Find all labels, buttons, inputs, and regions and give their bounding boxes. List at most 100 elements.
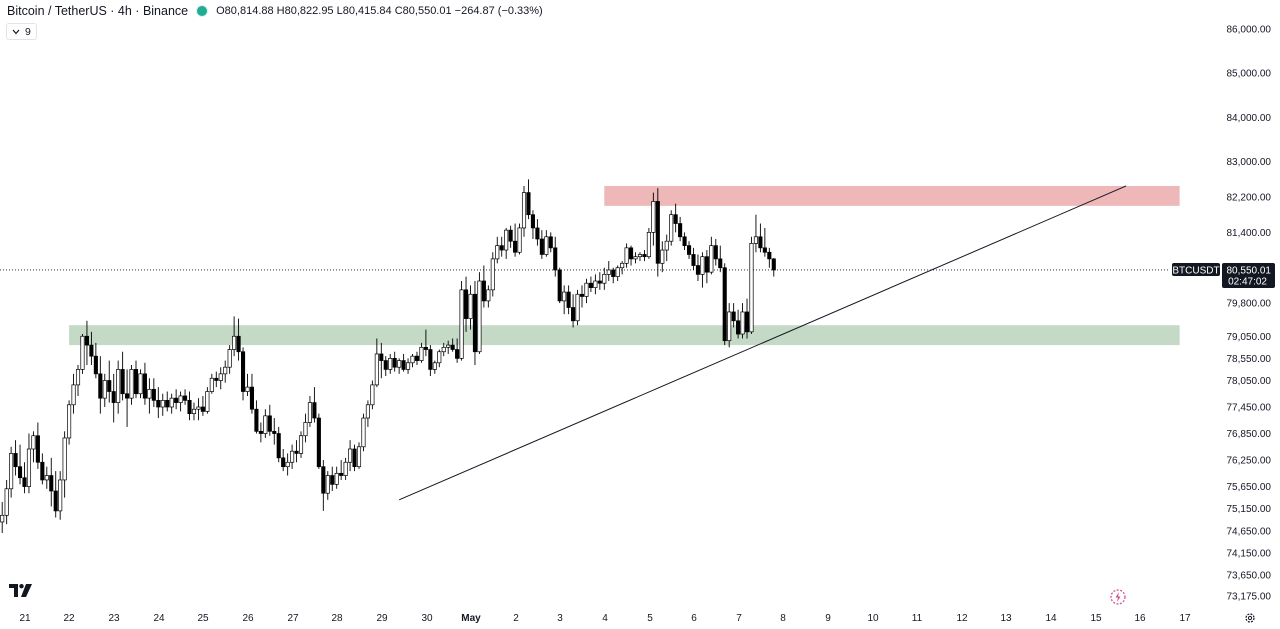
candle — [356, 442, 362, 469]
time-tick-label: 30 — [421, 613, 433, 624]
candle — [107, 360, 112, 403]
candle — [263, 409, 268, 438]
candle — [53, 471, 58, 518]
candle — [321, 460, 326, 511]
candle-body — [758, 236, 763, 249]
zones-layer — [69, 185, 1180, 346]
candle — [401, 353, 406, 372]
candle — [637, 252, 643, 262]
candle-body — [116, 369, 121, 403]
candle — [290, 444, 295, 469]
candle-body — [17, 466, 23, 479]
candle — [374, 338, 379, 388]
time-axis[interactable]: 21 22 23 24 25 26 27 28 29 30 May 2 3 4 5 6 7 8 9 10 11 12 13 1… — [19, 613, 1191, 624]
candle-body — [129, 369, 134, 399]
candle — [410, 353, 415, 368]
candle — [240, 347, 246, 401]
support-zone — [69, 325, 1180, 346]
symbol-title[interactable]: Bitcoin / TetherUS · 4h · Binance — [7, 4, 189, 18]
tradingview-logo-icon[interactable] — [9, 584, 33, 602]
lightning-icon[interactable] — [1110, 589, 1126, 610]
indicators-toggle-button[interactable]: 9 — [6, 23, 37, 40]
candle-body — [575, 293, 580, 322]
candle-body — [285, 461, 290, 468]
candle — [191, 402, 197, 421]
candle-body — [704, 256, 709, 273]
candle-body — [169, 397, 174, 408]
candle-body — [544, 236, 549, 255]
candle — [539, 230, 544, 259]
candle — [348, 440, 353, 472]
candle-body — [406, 362, 411, 370]
time-tick-label: 10 — [867, 613, 879, 624]
candle — [695, 254, 701, 281]
price-tick-label: 74,150.00 — [1227, 548, 1272, 559]
candle-body — [214, 377, 219, 381]
candle-body — [89, 344, 94, 357]
candle-body — [709, 245, 714, 273]
candle-body — [339, 472, 344, 476]
candle — [731, 303, 736, 328]
time-tick-label: 4 — [602, 613, 608, 624]
candle-body — [486, 289, 491, 302]
candle — [736, 309, 741, 339]
resistance-zone — [604, 185, 1180, 206]
candle — [316, 413, 321, 469]
time-tick-label: 8 — [780, 613, 786, 624]
candle-body — [93, 355, 98, 375]
candle — [477, 272, 482, 354]
candle-body — [686, 245, 692, 255]
candle — [397, 358, 402, 374]
candle-body — [700, 256, 705, 275]
candle-body — [762, 247, 767, 253]
candle — [597, 272, 602, 290]
candle — [205, 387, 210, 414]
candle-body — [749, 243, 754, 333]
candle-body — [183, 395, 188, 401]
candle-body — [160, 400, 165, 408]
candle — [138, 369, 143, 399]
candle — [31, 431, 36, 463]
candle-body — [0, 514, 5, 523]
candle-body — [174, 397, 179, 403]
candle — [753, 214, 758, 253]
candle-body — [227, 349, 232, 368]
candle — [495, 236, 500, 264]
gear-icon[interactable] — [1244, 611, 1256, 629]
candle-body — [718, 258, 723, 269]
indicator-count: 9 — [25, 25, 31, 38]
candles-layer — [0, 179, 776, 533]
candle-body — [472, 293, 478, 353]
time-tick-label: 17 — [1179, 613, 1191, 624]
candle — [379, 342, 384, 379]
candle — [160, 393, 165, 416]
candle — [116, 360, 121, 414]
candle-body — [593, 280, 598, 288]
candle — [463, 276, 469, 332]
candle — [169, 393, 174, 414]
candle-body — [84, 335, 89, 346]
candle-body — [633, 256, 638, 260]
time-tick-label: May — [461, 613, 481, 624]
candle-body — [624, 247, 629, 264]
candle-body — [557, 269, 562, 302]
candle — [526, 179, 531, 220]
candle-body — [517, 227, 522, 253]
candle-body — [620, 262, 625, 269]
candle-body — [379, 353, 384, 361]
candle — [98, 356, 103, 414]
candle-body — [397, 360, 402, 368]
candle — [504, 227, 509, 259]
candle-body — [321, 466, 326, 494]
candle — [120, 351, 125, 401]
candle-body — [209, 377, 214, 392]
candle — [361, 413, 366, 452]
candle — [571, 294, 576, 328]
candle — [196, 398, 201, 421]
candle — [142, 362, 147, 405]
candle-body — [138, 373, 143, 395]
candle-body — [4, 488, 9, 516]
candle — [276, 426, 281, 463]
price-axis[interactable]: 86,000.00 85,000.00 84,000.00 83,000.00 82,2… — [1227, 25, 1272, 603]
